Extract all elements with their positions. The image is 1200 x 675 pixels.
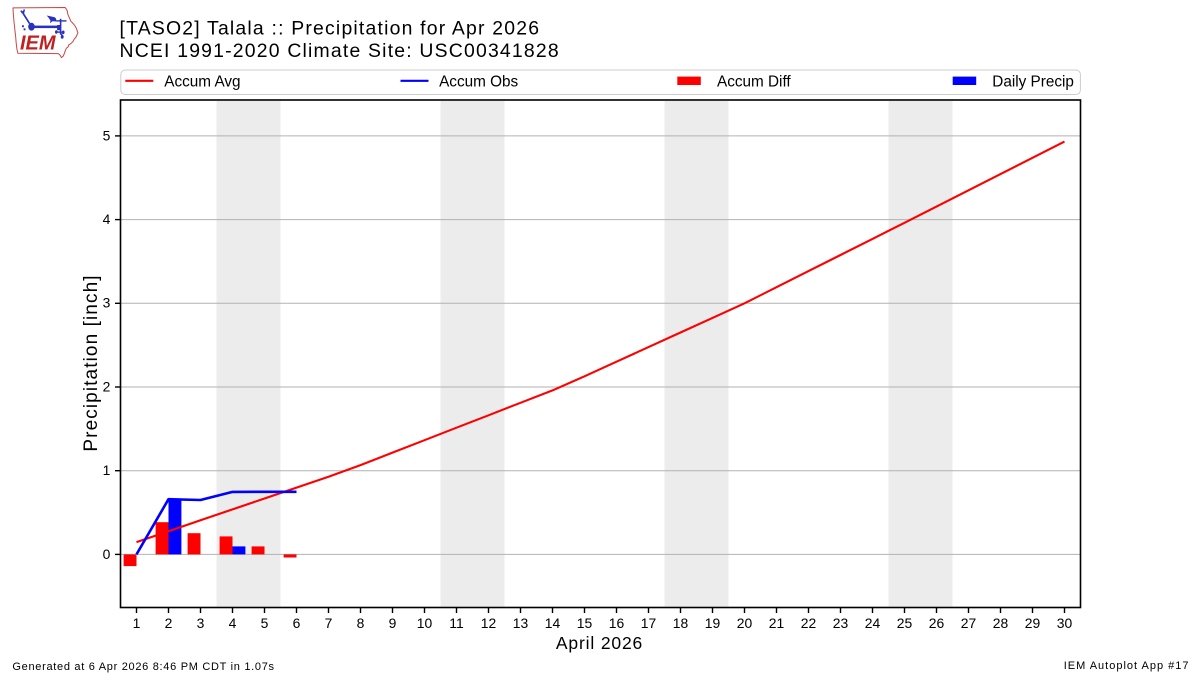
svg-text:0: 0 xyxy=(103,546,111,562)
svg-text:Accum Obs: Accum Obs xyxy=(439,74,518,91)
svg-text:12: 12 xyxy=(481,615,497,631)
svg-text:4: 4 xyxy=(103,211,111,227)
svg-text:29: 29 xyxy=(1025,615,1041,631)
svg-text:2: 2 xyxy=(103,378,111,394)
svg-text:Precipitation [inch]: Precipitation [inch] xyxy=(81,274,102,451)
svg-text:2: 2 xyxy=(165,615,173,631)
svg-text:15: 15 xyxy=(577,615,593,631)
svg-text:3: 3 xyxy=(103,295,111,311)
svg-text:28: 28 xyxy=(993,615,1009,631)
svg-text:13: 13 xyxy=(513,615,529,631)
svg-text:26: 26 xyxy=(929,615,945,631)
svg-text:Accum Avg: Accum Avg xyxy=(164,74,240,91)
svg-text:22: 22 xyxy=(801,615,817,631)
svg-text:Accum Diff: Accum Diff xyxy=(717,74,791,91)
svg-text:1: 1 xyxy=(103,462,111,478)
svg-text:3: 3 xyxy=(197,615,205,631)
svg-text:Generated at 6 Apr 2026 8:46 P: Generated at 6 Apr 2026 8:46 PM CDT in 1… xyxy=(12,661,274,673)
svg-text:14: 14 xyxy=(545,615,561,631)
svg-text:25: 25 xyxy=(897,615,913,631)
svg-text:19: 19 xyxy=(705,615,721,631)
svg-text:7: 7 xyxy=(325,615,333,631)
svg-text:4: 4 xyxy=(229,615,237,631)
svg-text:8: 8 xyxy=(357,615,365,631)
svg-text:17: 17 xyxy=(641,615,657,631)
svg-text:Daily Precip: Daily Precip xyxy=(992,74,1074,91)
svg-text:27: 27 xyxy=(961,615,977,631)
svg-text:20: 20 xyxy=(737,615,753,631)
svg-text:NCEI 1991-2020 Climate Site: U: NCEI 1991-2020 Climate Site: USC00341828 xyxy=(120,40,560,62)
svg-text:10: 10 xyxy=(417,615,433,631)
svg-text:11: 11 xyxy=(449,615,464,631)
svg-text:6: 6 xyxy=(293,615,301,631)
svg-text:5: 5 xyxy=(261,615,269,631)
svg-text:16: 16 xyxy=(609,615,625,631)
svg-text:18: 18 xyxy=(673,615,689,631)
svg-text:[TASO2] Talala :: Precipitatio: [TASO2] Talala :: Precipitation for Apr … xyxy=(120,18,541,40)
svg-text:1: 1 xyxy=(133,615,141,631)
svg-text:5: 5 xyxy=(103,127,111,143)
svg-text:April 2026: April 2026 xyxy=(556,633,643,653)
svg-text:IEM: IEM xyxy=(20,33,57,55)
svg-text:IEM Autoplot App #17: IEM Autoplot App #17 xyxy=(1064,660,1190,672)
svg-text:9: 9 xyxy=(389,615,397,631)
svg-text:30: 30 xyxy=(1057,615,1073,631)
svg-text:23: 23 xyxy=(833,615,849,631)
svg-text:21: 21 xyxy=(769,615,785,631)
svg-text:24: 24 xyxy=(865,615,881,631)
